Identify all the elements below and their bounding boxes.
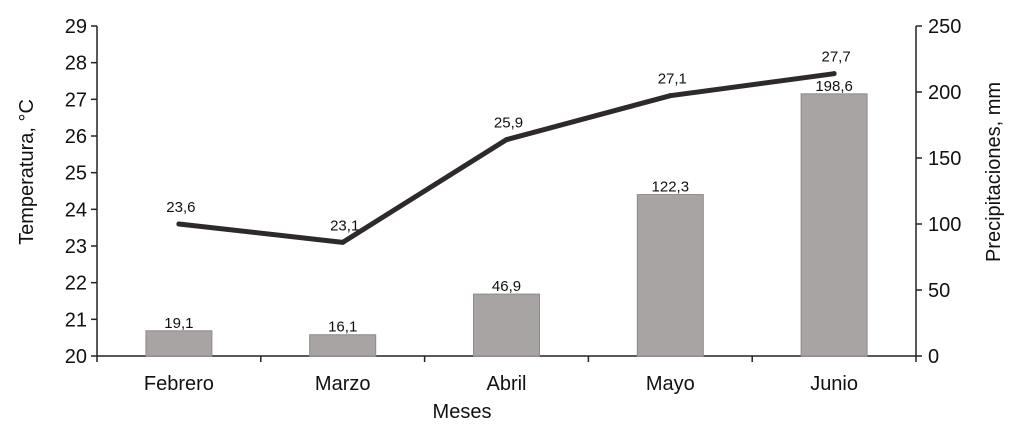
x-axis-title: Meses [433,401,492,423]
y-axis-title-right: Precipitaciones, mm [983,82,1005,262]
x-tick-label: Mayo [646,373,695,395]
temperature-point [340,239,346,245]
line-value-label: 25,9 [494,115,523,132]
y-left-tick-label: 20 [65,346,87,368]
y-left-tick-label: 24 [65,199,87,221]
y-left-tick-label: 22 [65,273,87,295]
precip-bar [309,334,377,357]
temperature-line [176,71,837,245]
y-right-tick-label: 0 [928,346,939,368]
precip-bar [473,293,540,357]
y-left-tick-label: 23 [65,236,87,258]
line-value-label: 23,6 [166,199,195,216]
y-left-tick-label: 21 [65,309,87,331]
x-tick-label: Febrero [144,373,214,395]
precip-bar [800,93,868,357]
axes: 20 21 22 23 24 25 26 27 28 29 0 50 100 150 200 250 Febre… [65,16,962,395]
precip-bar [636,194,704,357]
temperature-point [176,221,182,227]
y-right-tick-label: 100 [928,214,961,236]
y-right-tick-label: 200 [928,82,961,104]
bar-value-label: 122,3 [652,179,690,196]
bar-value-label: 19,1 [164,315,193,332]
y-left-tick-label: 25 [65,163,87,185]
data-labels: 19,1 16,1 46,9 122,3 198,6 23,6 23,1 25,9 27,1 27… [164,49,853,336]
temperature-series-line [176,71,837,245]
y-left-tick-label: 29 [65,16,87,38]
y-left-tick-label: 27 [65,89,87,111]
temperature-point [831,71,837,77]
y-right-tick-label: 50 [928,280,950,302]
y-axis-title-left: Temperatura, °C [16,99,38,245]
temperature-point [667,93,673,99]
bars [145,93,868,357]
bar-value-label: 46,9 [492,278,521,295]
bar-value-label: 198,6 [815,78,853,95]
y-left-tick-label: 26 [65,126,87,148]
y-left-tick-label: 28 [65,53,87,75]
line-value-label: 27,1 [658,71,687,88]
x-tick-label: Abril [486,373,526,395]
x-tick-label: Marzo [315,373,371,395]
temperature-point [504,137,509,143]
line-value-label: 27,7 [821,49,850,66]
line-value-label: 23,1 [330,217,359,234]
x-tick-label: Junio [810,373,858,395]
y-right-tick-label: 250 [928,16,961,38]
y-right-tick-label: 150 [928,148,961,170]
bar-value-label: 16,1 [328,319,357,336]
precip-bar [145,330,213,357]
